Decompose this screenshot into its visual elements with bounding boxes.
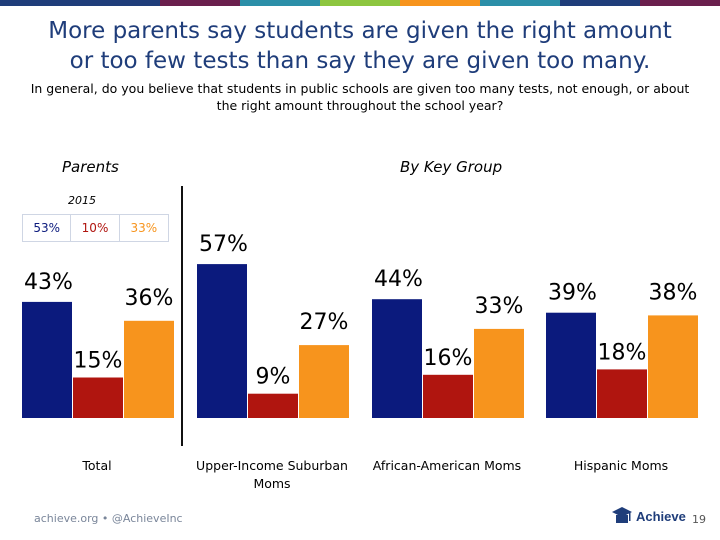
category-label-0-0-b: Many (33, 432, 61, 444)
data-label-3-1: 18% (598, 340, 647, 365)
group-label-2: African-American Moms (373, 458, 521, 473)
category-label-2-0-b: Many (383, 432, 411, 444)
category-label-3-2-a: Right (659, 419, 687, 431)
category-label-1-0-b: Many (208, 432, 236, 444)
question-line-2: the right amount throughout the school y… (216, 98, 504, 113)
top-color-bar (0, 0, 720, 6)
bar-0-0 (22, 301, 72, 418)
bar-3-1 (597, 369, 647, 418)
category-label-2-1: Too Few (426, 432, 469, 444)
data-label-1-2: 27% (300, 310, 349, 335)
category-label-2-2-a: Right (485, 419, 513, 431)
achieve-logo: Achieve (612, 505, 686, 527)
data-label-0-2: 36% (125, 286, 174, 311)
bar-2-1 (423, 374, 473, 418)
group-label-1-a: Upper-Income Suburban (196, 458, 348, 473)
bar-3-0 (546, 312, 596, 418)
category-label-3-0-a: Too (561, 419, 579, 431)
category-label-2-2-b: Amount (478, 432, 519, 444)
category-label-1-0-a: Too (212, 419, 230, 431)
page-number: 19 (692, 513, 706, 526)
category-label-3-0-b: Many (557, 432, 585, 444)
category-label-1-2-a: Right (310, 419, 338, 431)
bar-2-2 (474, 328, 524, 418)
group-label-3: Hispanic Moms (574, 458, 668, 473)
group-label-1-b: Moms (253, 476, 290, 491)
question-line-1: In general, do you believe that students… (30, 81, 690, 96)
category-label-1-2-b: Amount (303, 432, 344, 444)
survey-question: In general, do you believe that students… (6, 80, 714, 114)
year-value-too-many: 53% (23, 215, 72, 241)
footer-link[interactable]: achieve.org • @AchieveInc (34, 512, 183, 525)
year-value-too-few: 10% (71, 215, 120, 241)
bar-3-2 (648, 315, 698, 418)
data-label-3-0: 39% (548, 281, 597, 306)
bar-0-1 (73, 377, 123, 418)
graduation-cap-icon (612, 507, 632, 523)
category-label-3-2-b: Amount (652, 432, 693, 444)
category-label-0-0-a: Too (37, 419, 55, 431)
category-label-0-2-a: Right (135, 419, 163, 431)
year-value-right-amount: 33% (130, 221, 158, 235)
data-label-2-0: 44% (374, 267, 423, 292)
year-2015-values: 53% 10% 33% (22, 214, 169, 242)
category-label-1-1: Too Few (251, 432, 294, 444)
key-group-header: By Key Group (400, 158, 503, 176)
bar-1-0 (197, 264, 247, 418)
category-label-3-1: Too Few (600, 432, 643, 444)
page-title: More parents say students are given the … (0, 16, 720, 76)
parents-header: Parents (62, 158, 119, 176)
logo-text: Achieve (636, 508, 686, 524)
group-label-0: Total (81, 458, 111, 473)
category-label-0-1: Too Few (76, 432, 119, 444)
title-line-1: More parents say students are given the … (48, 18, 672, 44)
category-label-2-0-a: Too (387, 419, 405, 431)
bar-0-2 (124, 320, 174, 418)
bar-1-1 (248, 393, 298, 418)
data-label-2-2: 33% (475, 294, 524, 319)
title-line-2: or too few tests than say they are given… (69, 48, 651, 74)
bar-1-2 (299, 345, 349, 418)
category-label-0-2-b: Amount (128, 432, 169, 444)
data-label-1-1: 9% (256, 365, 291, 390)
year-label: 2015 (68, 194, 96, 207)
data-label-0-1: 15% (74, 349, 123, 374)
data-label-3-2: 38% (649, 280, 698, 305)
bar-2-0 (372, 299, 422, 418)
data-label-1-0: 57% (199, 232, 248, 257)
data-label-0-0: 43% (24, 270, 73, 295)
data-label-2-1: 16% (424, 346, 473, 371)
